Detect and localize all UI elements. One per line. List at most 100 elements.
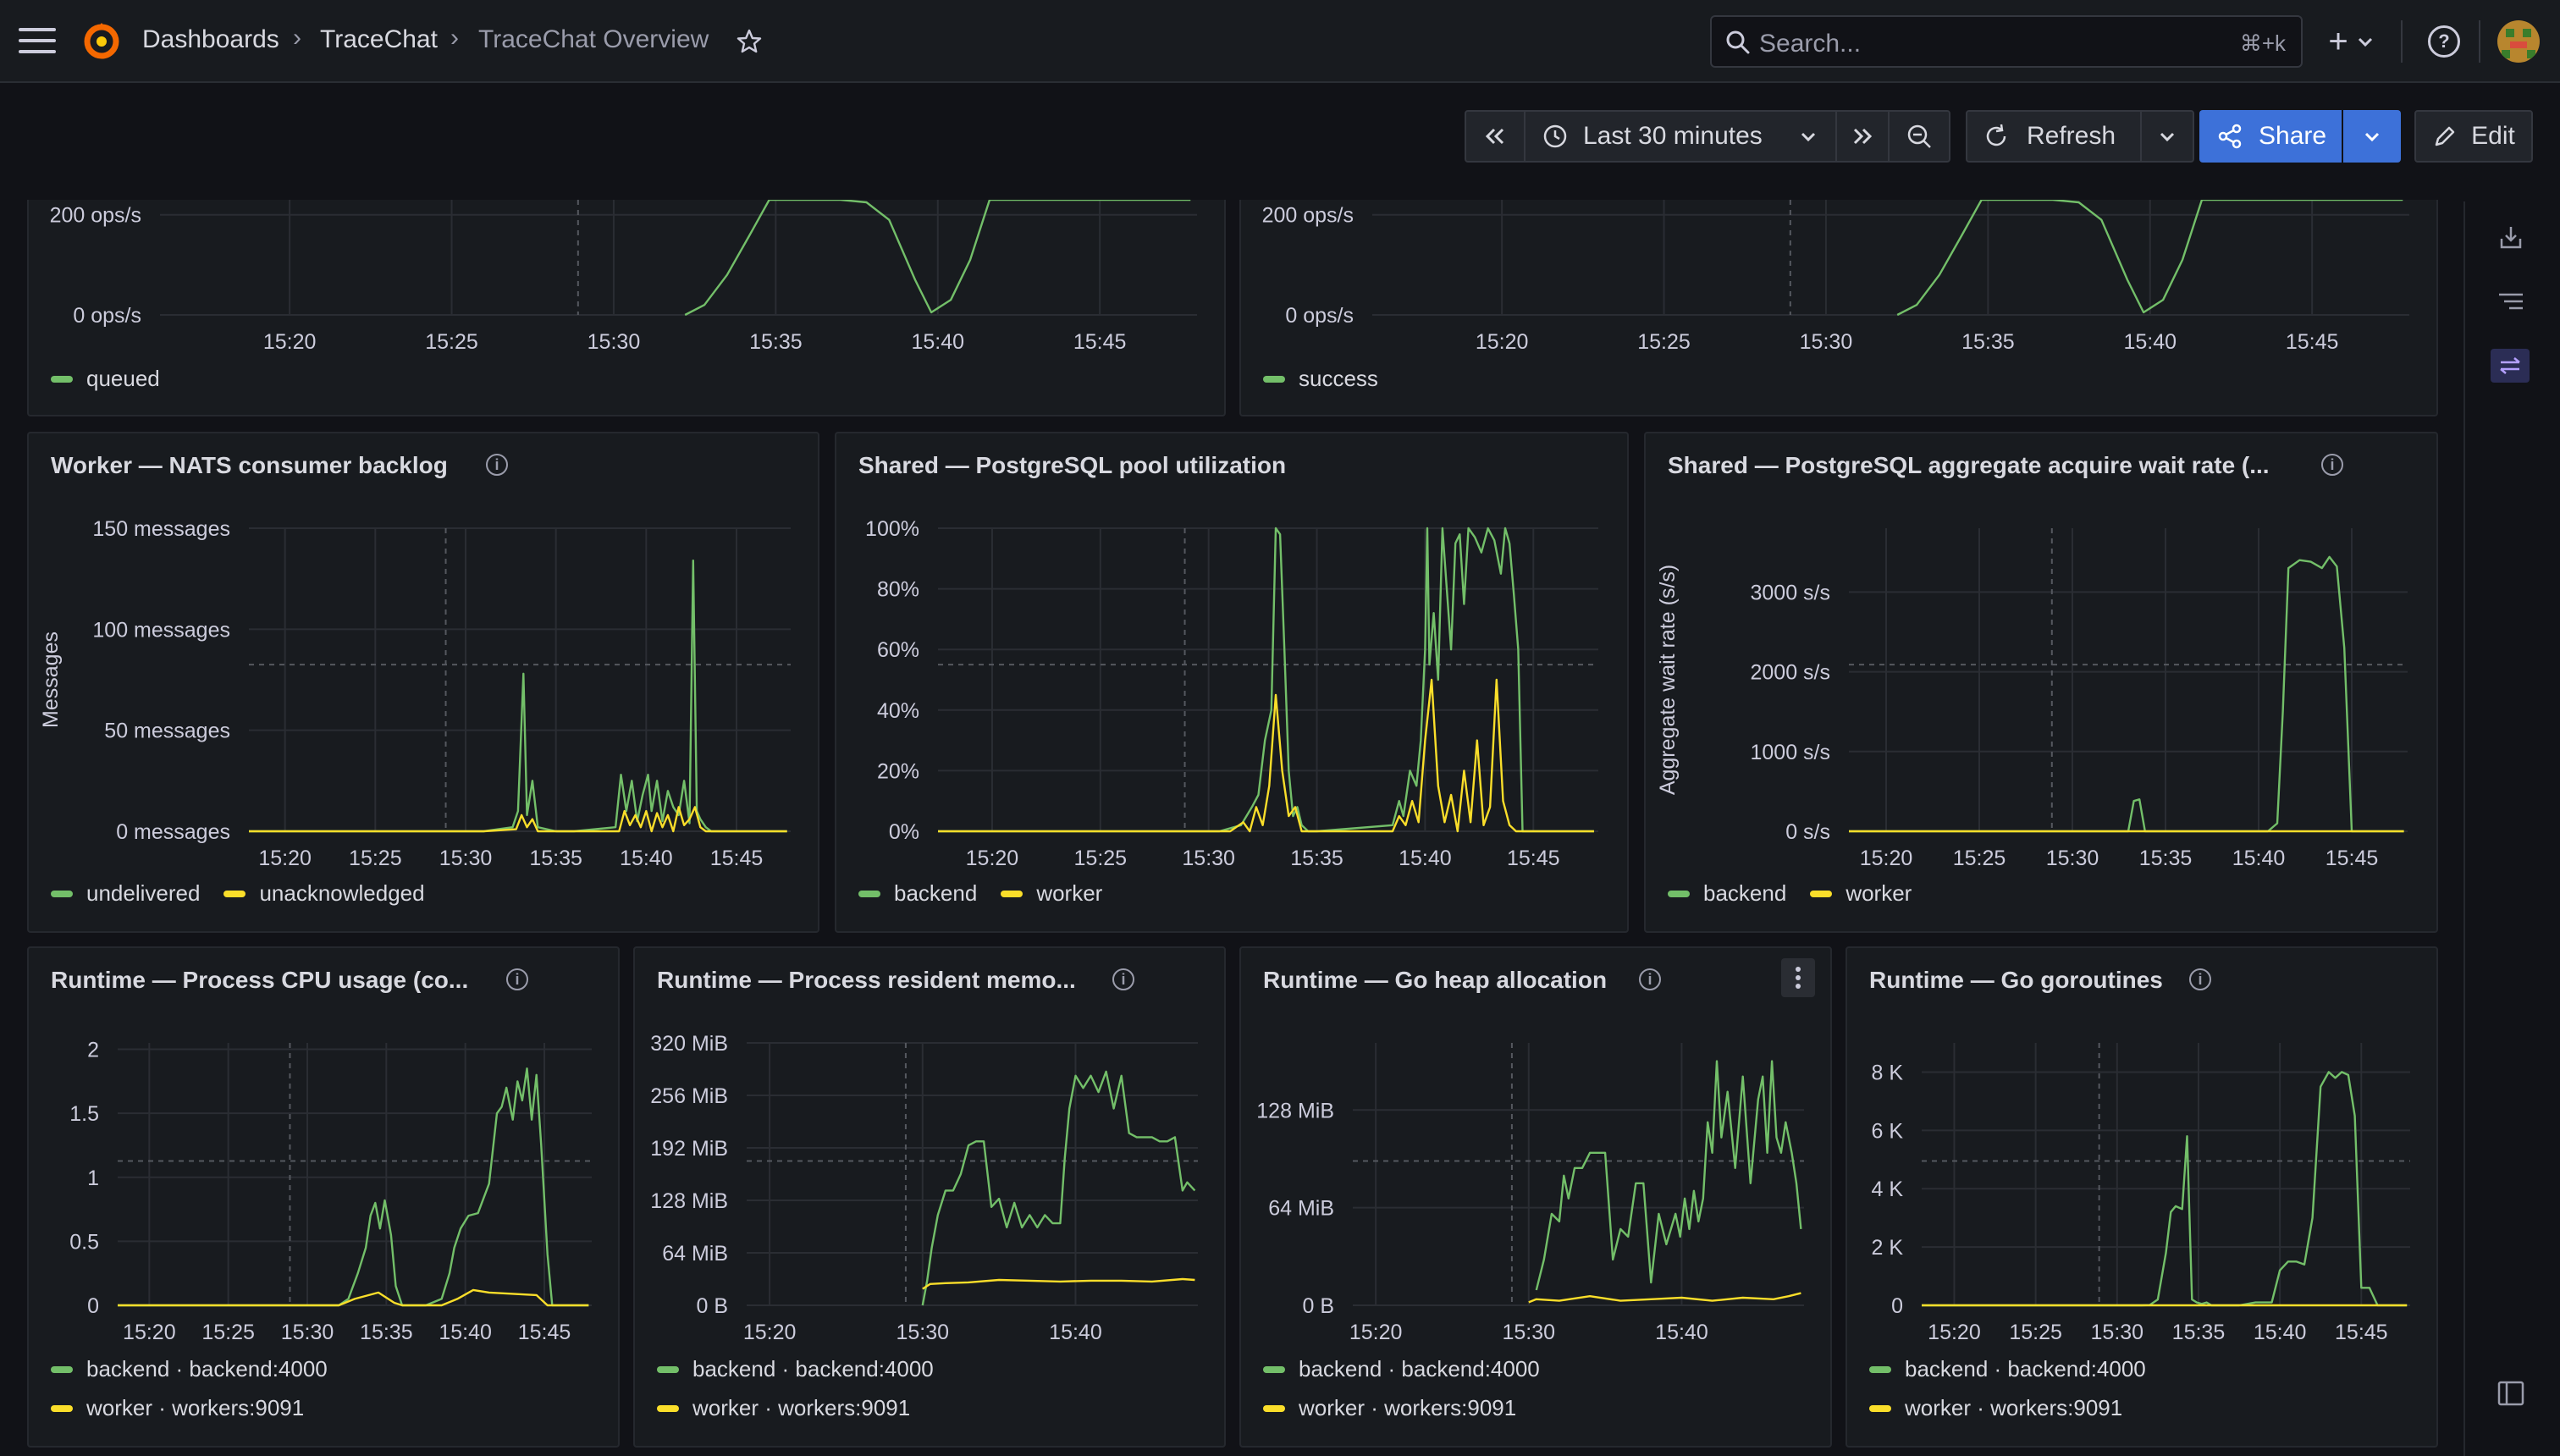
- legend-swatch: [1001, 890, 1023, 897]
- panel-success[interactable]: 0 ops/s 200 ops/s 15:20 15:25 15:30 15:35 15:4…: [1239, 200, 2438, 416]
- y-tick-label: 1000 s/s: [1750, 741, 1830, 764]
- panel-goroutines[interactable]: Runtime — Go goroutines i 0 2 K 4 K 6 K 8 K 1…: [1846, 946, 2438, 1448]
- y-tick-label: 40%: [877, 699, 919, 723]
- chevrons-left-icon: [1485, 128, 1504, 145]
- search-shortcut: ⌘+k: [2239, 30, 2286, 56]
- panel-nats-backlog[interactable]: Worker — NATS consumer backlog i 0 messa…: [27, 432, 819, 933]
- x-tick-label: 15:25: [1953, 847, 2006, 870]
- star-icon[interactable]: [735, 27, 764, 56]
- outline-list-icon[interactable]: [2494, 286, 2528, 320]
- chevron-down-icon: [1801, 132, 1816, 142]
- zoom-out-button[interactable]: [1888, 110, 1950, 163]
- y-tick-label: 0 s/s: [1785, 820, 1830, 844]
- time-range-picker[interactable]: Last 30 minutes: [1524, 110, 1837, 163]
- panel-queued[interactable]: 0 ops/s 200 ops/s 15:20 15:25 15:30 15:35 15:4…: [27, 200, 1226, 416]
- panel-pg-wait[interactable]: Shared — PostgreSQL aggregate acquire wa…: [1644, 432, 2438, 933]
- panel-title: Shared — PostgreSQL pool utilization: [858, 452, 1287, 478]
- share-button[interactable]: Share: [2199, 110, 2342, 163]
- x-tick-label: 15:30: [2091, 1321, 2144, 1344]
- legend-gor-worker: worker · workers:9091: [1869, 1395, 2122, 1421]
- x-tick-label: 15:40: [620, 847, 673, 870]
- panel-menu-icon[interactable]: [1781, 958, 1815, 997]
- x-tick-label: 15:30: [1182, 847, 1235, 870]
- time-range-label: Last 30 minutes: [1583, 122, 1763, 150]
- chart-success: 0 ops/s 200 ops/s 15:20 15:25 15:30 15:35 15:4…: [1262, 200, 2409, 354]
- x-tick-label: 15:25: [349, 847, 402, 870]
- x-tick-label: 15:40: [911, 330, 964, 354]
- time-shift-forward-button[interactable]: [1835, 110, 1890, 163]
- share-options-dropdown[interactable]: [2343, 110, 2401, 163]
- dock-panel-icon[interactable]: [2494, 1376, 2528, 1410]
- legend-swatch: [1263, 375, 1285, 383]
- grafana-logo-icon[interactable]: [81, 20, 122, 61]
- legend-cpu-worker: worker · workers:9091: [51, 1395, 304, 1421]
- legend-cpu-backend: backend · backend:4000: [51, 1356, 328, 1382]
- x-tick-label: 15:20: [966, 847, 1019, 870]
- info-icon[interactable]: i: [486, 454, 508, 476]
- legend-label: worker: [1036, 880, 1103, 906]
- x-tick-label: 15:40: [1399, 847, 1452, 870]
- transform-icon[interactable]: [2491, 349, 2530, 383]
- y-axis-label: Messages: [39, 631, 63, 728]
- help-icon[interactable]: ?: [2428, 25, 2460, 58]
- share-label: Share: [2259, 122, 2327, 150]
- y-tick-label: 4 K: [1871, 1177, 1903, 1201]
- right-sidebar: [2463, 201, 2560, 1456]
- menu-icon[interactable]: [19, 24, 56, 58]
- x-tick-label: 15:20: [123, 1321, 176, 1344]
- x-tick-label: 15:40: [2254, 1321, 2307, 1344]
- info-icon[interactable]: i: [506, 968, 528, 990]
- chevron-right-icon: ›: [450, 24, 459, 52]
- avatar[interactable]: [2497, 20, 2540, 63]
- x-tick-label: 15:30: [2046, 847, 2099, 870]
- y-tick-label: 50 messages: [104, 720, 230, 743]
- info-icon[interactable]: i: [2321, 454, 2343, 476]
- series-line-backend: [921, 1070, 1196, 1306]
- y-tick-label: 3000 s/s: [1750, 581, 1830, 604]
- breadcrumb-tracechat[interactable]: TraceChat: [320, 25, 438, 53]
- legend-swatch: [1263, 1404, 1285, 1412]
- x-tick-label: 15:25: [201, 1321, 255, 1344]
- y-tick-label: 20%: [877, 759, 919, 783]
- legend-mem-backend: backend · backend:4000: [657, 1356, 934, 1382]
- legend-nats: undelivered unacknowledged: [51, 880, 425, 907]
- edit-button[interactable]: Edit: [2414, 110, 2533, 163]
- legend-success: success: [1263, 366, 1378, 392]
- panel-memory[interactable]: Runtime — Process resident memo... i 0 B…: [633, 946, 1226, 1448]
- refresh-button[interactable]: Refresh: [1966, 110, 2142, 163]
- x-tick-label: 15:30: [588, 330, 641, 354]
- legend-swatch: [657, 1365, 679, 1373]
- chart-pg-pool: 0% 20% 40% 60% 80% 100% 15:20 15:25 15:30 15:35 15…: [865, 517, 1598, 870]
- y-tick-label: 1.5: [69, 1102, 99, 1126]
- panel-cpu[interactable]: Runtime — Process CPU usage (co... i 0 0.…: [27, 946, 620, 1448]
- panel-pg-pool[interactable]: Shared — PostgreSQL pool utilization 0% 2…: [835, 432, 1629, 933]
- legend-label: worker · workers:9091: [86, 1395, 305, 1420]
- x-tick-label: 15:30: [1800, 330, 1853, 354]
- time-shift-back-button[interactable]: [1465, 110, 1526, 163]
- panel-title: Runtime — Process CPU usage (co...: [51, 967, 469, 993]
- series-line-unacknowledged: [249, 806, 787, 833]
- info-icon[interactable]: i: [2189, 968, 2211, 990]
- x-tick-label: 15:40: [439, 1321, 492, 1344]
- legend-swatch: [1810, 890, 1833, 897]
- y-tick-label: 200 ops/s: [1262, 204, 1354, 228]
- panel-heap[interactable]: Runtime — Go heap allocation i 0 B 64 MiB…: [1239, 946, 1832, 1448]
- y-tick-label: 0 messages: [116, 820, 230, 844]
- y-tick-label: 2: [87, 1039, 99, 1062]
- refresh-interval-dropdown[interactable]: [2140, 110, 2194, 163]
- x-tick-label: 15:30: [439, 847, 493, 870]
- breadcrumb-dashboards[interactable]: Dashboards: [142, 25, 279, 53]
- top-nav-bar: Dashboards › TraceChat › TraceChat Overv…: [0, 0, 2560, 83]
- info-icon[interactable]: i: [1112, 968, 1134, 990]
- x-tick-label: 15:45: [2286, 330, 2339, 354]
- x-tick-label: 15:20: [263, 330, 317, 354]
- pencil-icon: [2435, 126, 2455, 146]
- add-new-button[interactable]: +: [2321, 22, 2381, 61]
- legend-swatch: [1869, 1365, 1891, 1373]
- download-icon[interactable]: [2494, 220, 2528, 254]
- search-input[interactable]: Search... ⌘+k: [1710, 15, 2303, 68]
- x-tick-label: 15:45: [1507, 847, 1560, 870]
- y-tick-label: 6 K: [1871, 1119, 1903, 1143]
- legend-label: worker · workers:9091: [1905, 1395, 2123, 1420]
- info-icon[interactable]: i: [1639, 968, 1661, 990]
